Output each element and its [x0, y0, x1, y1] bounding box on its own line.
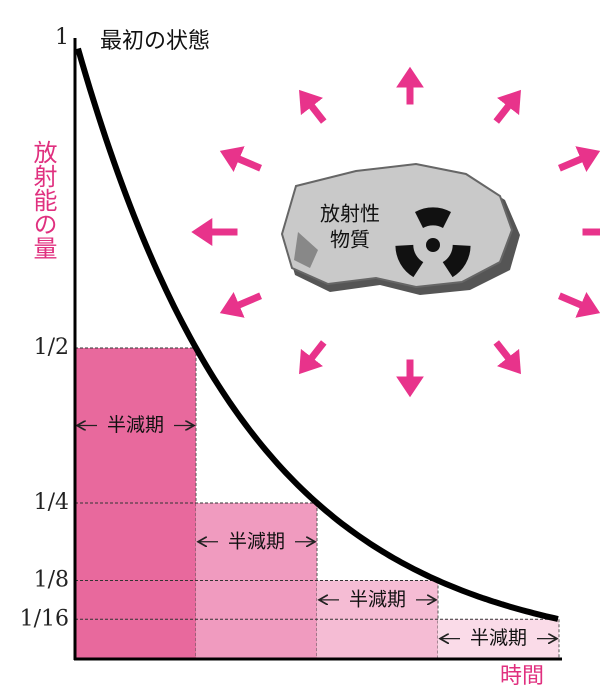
ray-arrow: [299, 340, 327, 375]
ray-arrow: [299, 89, 327, 124]
ray-arrow: [558, 292, 600, 318]
ray-arrow: [493, 340, 521, 375]
y-axis-label: 放射能の量: [29, 140, 57, 260]
half-life-label: 半減期: [349, 588, 406, 610]
grid: 1 1/2 1/4 1/8 1/16: [20, 25, 559, 631]
y-tick-label: 1: [55, 25, 69, 50]
rays: [191, 66, 600, 398]
ray-arrow: [558, 146, 600, 172]
y-tick-label: 1/8: [34, 568, 69, 593]
rock-label: 物質: [330, 228, 370, 252]
rock-label: 放射性: [320, 202, 380, 226]
y-tick-label: 1/4: [34, 490, 69, 515]
radiation-symbol: [395, 207, 471, 278]
half-life-label: 半減期: [107, 414, 164, 436]
ray-arrow: [219, 292, 262, 318]
x-axis-label: 時間: [500, 664, 544, 688]
half-life-label: 半減期: [228, 530, 285, 552]
rock: 放射性 物質: [280, 162, 520, 295]
decay-curve: [75, 47, 559, 622]
y-tick-label: 1/2: [34, 335, 69, 360]
y-tick-label: 1/16: [20, 606, 69, 631]
annotation: 最初の状態: [100, 29, 210, 54]
ray-arrow: [219, 146, 262, 172]
half-life-label: 半減期: [470, 627, 527, 649]
ray-arrow: [493, 89, 521, 124]
